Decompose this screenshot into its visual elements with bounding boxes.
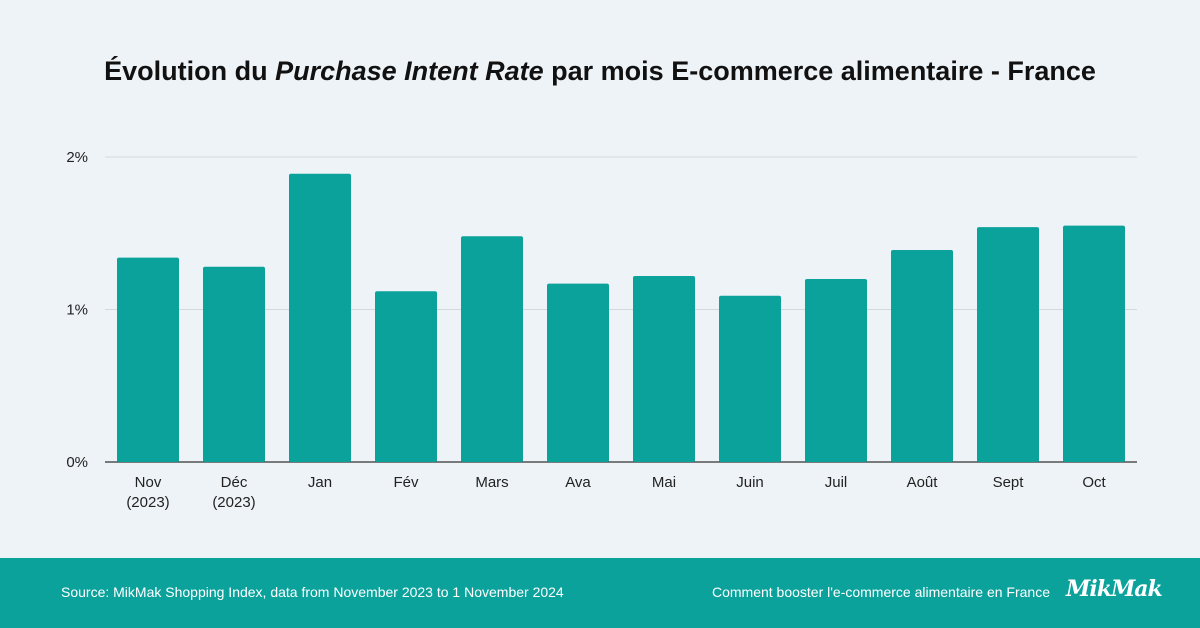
source-note: Source: MikMak Shopping Index, data from…	[61, 584, 564, 600]
bar	[633, 275, 695, 462]
x-tick-label: Juil	[825, 474, 848, 491]
bar	[203, 266, 265, 462]
mikmak-logo: MikMak	[1066, 576, 1163, 602]
bar	[461, 236, 523, 462]
footer-bar: Source: MikMak Shopping Index, data from…	[0, 558, 1200, 628]
x-tick-label: Jan	[308, 474, 332, 491]
bar	[891, 250, 953, 462]
bar	[1063, 225, 1125, 462]
y-tick-label: 2%	[66, 149, 88, 166]
title-part-1: Évolution du	[104, 56, 276, 86]
article-link[interactable]: Comment booster l'e-commerce alimentaire…	[711, 584, 1050, 600]
bar	[375, 291, 437, 462]
x-tick-label: Sept	[993, 474, 1025, 491]
x-tick-label: Mai	[652, 474, 676, 491]
y-tick-label: 1%	[66, 302, 88, 319]
x-tick-label: Ava	[565, 474, 591, 491]
chart-title: Évolution du Purchase Intent Rate par mo…	[0, 56, 1200, 87]
x-tick-label: Déc	[221, 474, 248, 491]
x-tick-label: Nov	[135, 474, 162, 491]
title-part-2: par mois E-commerce alimentaire - France	[543, 56, 1096, 86]
x-tick-label: Oct	[1082, 474, 1106, 491]
bar	[547, 283, 609, 462]
x-tick-label: Août	[907, 474, 939, 491]
bar	[977, 227, 1039, 462]
x-tick-label: Juin	[736, 474, 764, 491]
x-tick-label: Fév	[393, 474, 419, 491]
x-tick-label: (2023)	[212, 494, 255, 511]
bar	[289, 173, 351, 462]
x-tick-label: (2023)	[126, 494, 169, 511]
x-tick-label: Mars	[475, 474, 508, 491]
bar	[719, 295, 781, 462]
bar-chart: 0% 1% 2% Nov (2023) Déc (2023) Jan Fév Mars Ava Mai…	[66, 149, 1137, 511]
title-emphasis: Purchase Intent Rate	[275, 56, 544, 86]
y-tick-label: 0%	[66, 454, 88, 471]
bar	[117, 257, 179, 462]
bar	[805, 279, 867, 462]
